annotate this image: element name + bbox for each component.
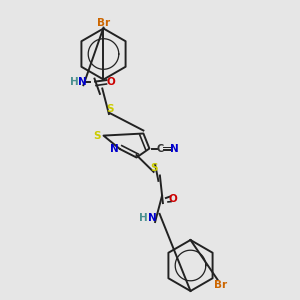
- Text: N: N: [170, 143, 179, 154]
- Text: O: O: [106, 76, 116, 87]
- Text: S: S: [150, 163, 157, 173]
- Text: N: N: [148, 213, 157, 224]
- Text: Br: Br: [214, 280, 227, 290]
- Text: O: O: [168, 194, 177, 204]
- Text: S: S: [107, 104, 114, 115]
- Text: C: C: [156, 143, 164, 154]
- Text: N: N: [78, 76, 87, 87]
- Text: N: N: [110, 144, 119, 154]
- Text: Br: Br: [97, 18, 110, 28]
- Text: H: H: [139, 213, 148, 224]
- Text: S: S: [94, 130, 101, 141]
- Text: H: H: [70, 76, 79, 87]
